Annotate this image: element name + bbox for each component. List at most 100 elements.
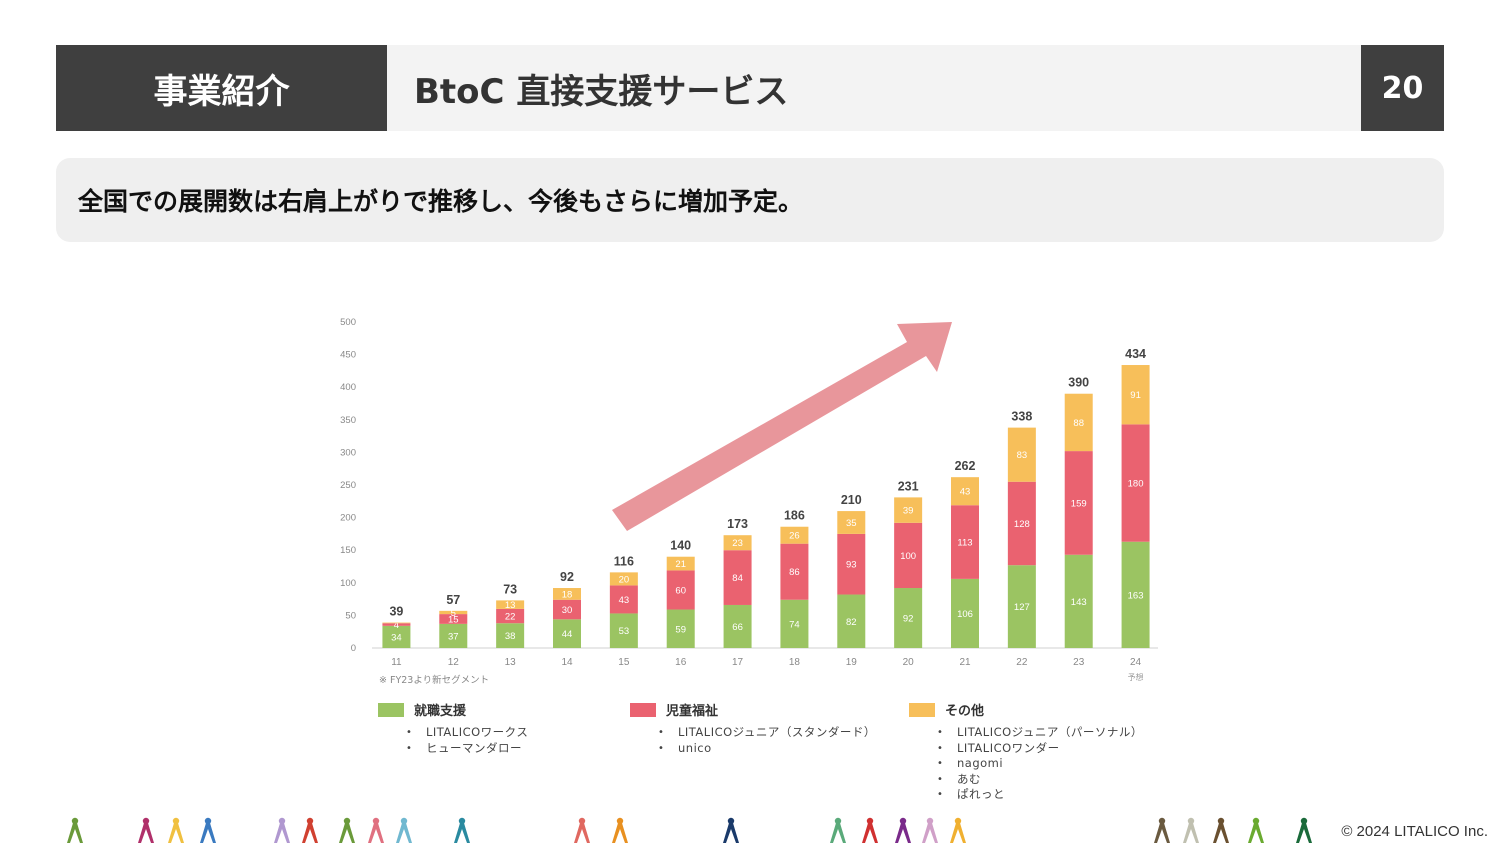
y-tick-label: 300	[340, 447, 356, 458]
segment-value-label: 88	[1073, 418, 1084, 429]
segment-value-label: 82	[846, 617, 857, 628]
character-head-icon	[1300, 817, 1308, 825]
segment-value-label: 84	[732, 573, 743, 584]
bar-segment	[1121, 365, 1150, 425]
legend-item: LITALICOジュニア（パーソナル）	[937, 725, 1143, 741]
segment-value-label: 35	[846, 518, 857, 529]
bar-segment	[894, 588, 923, 648]
x-tick-label: 15	[618, 657, 630, 668]
character-icon	[723, 823, 739, 843]
character-icon	[574, 823, 590, 843]
character-head-icon	[1252, 817, 1260, 825]
character-icon	[67, 823, 83, 843]
legend-item: unico	[658, 741, 876, 757]
bar-segment	[837, 511, 866, 534]
x-tick-label: 17	[732, 657, 744, 668]
bar-total-label: 434	[1125, 347, 1146, 361]
bar-segment	[837, 533, 866, 595]
segment-value-label: 34	[391, 632, 402, 643]
character-icon	[1183, 823, 1199, 843]
bar-segment	[439, 614, 468, 624]
bar-total-label: 231	[898, 479, 919, 493]
bar-segment	[666, 556, 695, 571]
segment-value-label: 53	[619, 626, 630, 637]
bar-total-label: 186	[784, 509, 805, 523]
character-icon	[922, 823, 938, 843]
character-icon	[612, 823, 628, 843]
bar-segment	[1121, 541, 1150, 648]
segment-value-label: 66	[732, 622, 743, 633]
legend-other: その他 LITALICOジュニア（パーソナル） LITALICOワンダー nag…	[909, 700, 1143, 803]
character-icon	[302, 823, 318, 843]
segment-value-label: 86	[789, 567, 800, 578]
character-head-icon	[400, 817, 408, 825]
bar-segment	[951, 505, 979, 579]
bar-segment	[496, 600, 525, 609]
x-tick-label: 16	[675, 657, 687, 668]
segment-value-label: 18	[562, 589, 573, 600]
y-tick-label: 50	[345, 610, 356, 621]
segment-value-label: 143	[1071, 597, 1087, 608]
segment-value-label: 83	[1017, 450, 1028, 461]
legend-item: LITALICOワークス	[406, 725, 528, 741]
character-head-icon	[372, 817, 380, 825]
bar-segment	[780, 599, 809, 648]
bar-segment	[723, 604, 752, 648]
segment-value-label: 38	[505, 631, 516, 642]
legend-item: あむ	[937, 772, 1143, 788]
bar-total-label: 57	[446, 593, 460, 607]
segment-value-label: 113	[957, 538, 972, 549]
page-number: 20	[1361, 45, 1444, 131]
segment-value-label: 44	[562, 629, 573, 640]
legend-label: 児童福祉	[666, 704, 719, 719]
character-head-icon	[954, 817, 962, 825]
character-icon	[1213, 823, 1229, 843]
slide-header: 事業紹介 BtoC 直接支援サービス 20	[56, 45, 1444, 131]
segment-value-label: 37	[448, 631, 459, 642]
character-icon	[1296, 823, 1312, 843]
segment-value-label: 20	[619, 574, 630, 585]
character-head-icon	[1217, 817, 1225, 825]
bar-segment	[1064, 393, 1093, 452]
segment-value-label: 159	[1071, 498, 1087, 509]
segment-value-label: 74	[789, 619, 800, 630]
segment-value-label: 5	[451, 608, 456, 619]
segment-value-label: 39	[903, 506, 914, 517]
bar-segment	[666, 570, 695, 610]
legend-swatch	[378, 702, 404, 717]
character-head-icon	[204, 817, 212, 825]
x-tick-label: 24	[1130, 657, 1142, 668]
legend-employment: 就職支援 LITALICOワークス ヒューマンダロー	[378, 700, 528, 756]
headline-banner: 全国での展開数は右肩上がりで推移し、今後もさらに増加予定。	[56, 158, 1444, 242]
bar-segment	[666, 609, 695, 648]
legend-child-welfare: 児童福祉 LITALICOジュニア（スタンダード） unico	[630, 700, 876, 756]
y-tick-label: 250	[340, 480, 356, 491]
x-tick-label: 22	[1016, 657, 1028, 668]
segment-value-label: 127	[1014, 602, 1030, 613]
character-icon	[454, 823, 470, 843]
x-tick-label: 23	[1073, 657, 1085, 668]
bar-segment	[894, 497, 923, 523]
segment-value-label: 26	[789, 531, 800, 542]
bar-total-label: 210	[841, 493, 862, 507]
bar-segment	[609, 572, 638, 586]
legend-label: 就職支援	[414, 704, 467, 719]
segment-value-label: 43	[960, 487, 971, 498]
character-head-icon	[172, 817, 180, 825]
bar-segment	[1121, 424, 1150, 542]
y-tick-label: 200	[340, 513, 356, 524]
segment-value-label: 23	[732, 538, 743, 549]
copyright: © 2024 LITALICO Inc.	[1341, 823, 1488, 840]
character-head-icon	[834, 817, 842, 825]
segment-value-label: 30	[562, 605, 573, 616]
segment-value-label: 59	[675, 624, 686, 635]
section-label: 事業紹介	[56, 45, 387, 131]
y-tick-label: 0	[351, 643, 356, 654]
bar-segment	[382, 622, 411, 624]
slide-title: BtoC 直接支援サービス	[387, 45, 1361, 131]
bar-segment	[382, 625, 411, 648]
segment-value-label: 60	[675, 585, 686, 596]
character-head-icon	[1187, 817, 1195, 825]
character-icon	[830, 823, 846, 843]
bar-segment	[1064, 451, 1093, 555]
